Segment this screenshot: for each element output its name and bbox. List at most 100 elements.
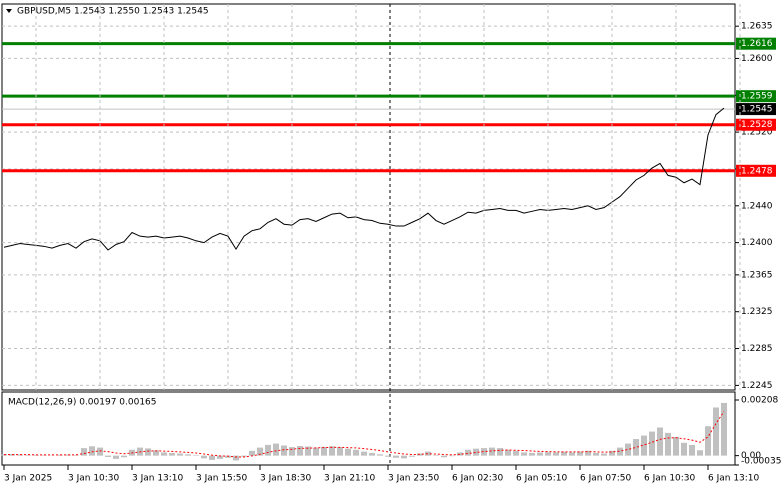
- macd-bar: [161, 452, 167, 456]
- x-tick-label: 6 Jan 07:50: [580, 474, 632, 484]
- price-panel: [1, 3, 736, 391]
- current-price-box: [736, 103, 776, 116]
- x-tick-label: 3 Jan 10:30: [68, 474, 120, 484]
- macd-panel: [1, 391, 736, 466]
- level-label-box: [736, 164, 776, 177]
- macd-bar: [697, 450, 703, 456]
- macd-bar: [513, 450, 519, 456]
- macd-bar: [177, 453, 183, 456]
- macd-bar: [297, 446, 303, 456]
- macd-bar: [561, 451, 567, 456]
- x-tick-label: 3 Jan 13:10: [132, 474, 184, 484]
- macd-bar: [681, 442, 687, 456]
- macd-bar: [601, 453, 607, 456]
- macd-bar: [425, 451, 431, 456]
- y-tick-label: 1.2600: [741, 54, 773, 64]
- y-tick-label: 1.2400: [741, 238, 773, 248]
- macd-bar: [121, 455, 127, 458]
- macd-bar: [153, 450, 159, 456]
- macd-bar: [385, 455, 391, 457]
- macd-bar: [529, 452, 535, 456]
- macd-bar: [81, 448, 87, 456]
- macd-bar: [505, 449, 511, 456]
- macd-bar: [449, 455, 455, 457]
- x-tick-label: 6 Jan 05:10: [516, 474, 568, 484]
- x-tick-label: 3 Jan 21:10: [324, 474, 376, 484]
- macd-bar: [633, 439, 639, 456]
- macd-bar: [17, 454, 23, 456]
- x-tick-label: 3 Jan 2025: [4, 474, 52, 484]
- macd-bar: [401, 455, 407, 459]
- y-tick-label: -0.00035: [741, 457, 781, 467]
- x-tick-label: 3 Jan 18:30: [260, 474, 312, 484]
- macd-bar: [353, 449, 359, 456]
- macd-bar: [433, 455, 439, 456]
- macd-bar: [713, 407, 719, 456]
- chart-title: GBPUSD,M5 1.2543 1.2550 1.2543 1.2545: [17, 7, 209, 17]
- macd-bar: [457, 452, 463, 456]
- macd-bar: [337, 447, 343, 456]
- level-label: 1.2616: [741, 39, 773, 49]
- macd-bar: [545, 452, 551, 456]
- macd-bar: [193, 455, 199, 456]
- level-label-box: [736, 37, 776, 50]
- macd-bar: [97, 447, 103, 456]
- y-tick-label: 0.00: [741, 451, 761, 461]
- x-tick-label: 3 Jan 15:50: [196, 474, 248, 484]
- macd-bar: [105, 455, 111, 457]
- macd-bar: [369, 452, 375, 456]
- macd-bar: [721, 402, 727, 456]
- macd-bar: [305, 446, 311, 456]
- macd-bar: [241, 455, 247, 457]
- x-tick-label: 6 Jan 10:30: [644, 474, 696, 484]
- macd-bar: [73, 455, 79, 456]
- level-label-box: [736, 90, 776, 103]
- macd-bar: [233, 455, 239, 461]
- macd-bar: [289, 447, 295, 456]
- macd-bar: [625, 443, 631, 456]
- macd-bar: [617, 447, 623, 456]
- macd-bar: [89, 446, 95, 456]
- macd-bar: [201, 455, 207, 459]
- signal-line: [4, 411, 725, 458]
- y-tick-label: 1.2520: [741, 128, 773, 138]
- macd-bar: [641, 435, 647, 456]
- y-tick-label: 1.2325: [741, 307, 773, 317]
- y-tick-label: 0.00208: [741, 396, 778, 406]
- macd-bar: [417, 453, 423, 456]
- macd-bar: [569, 452, 575, 456]
- macd-bar: [473, 448, 479, 456]
- macd-bar: [361, 451, 367, 456]
- level-label: 1.2478: [741, 166, 773, 176]
- macd-bar: [41, 455, 47, 456]
- macd-bar: [217, 455, 223, 459]
- macd-bar: [465, 449, 471, 456]
- macd-bar: [313, 447, 319, 456]
- macd-bar: [321, 446, 327, 456]
- macd-bar: [345, 448, 351, 456]
- macd-bar: [673, 436, 679, 456]
- macd-bar: [609, 450, 615, 456]
- macd-bar: [441, 455, 447, 458]
- level-label-box: [736, 118, 776, 131]
- macd-bar: [185, 454, 191, 456]
- macd-bar: [657, 427, 663, 456]
- macd-bar: [329, 446, 335, 456]
- macd-bar: [585, 450, 591, 456]
- macd-bar: [481, 448, 487, 456]
- macd-bar: [489, 447, 495, 456]
- macd-bar: [665, 432, 671, 456]
- macd-bar: [521, 452, 527, 456]
- macd-bar: [537, 452, 543, 456]
- macd-bar: [593, 452, 599, 456]
- macd-bar: [113, 455, 119, 459]
- macd-bar: [281, 445, 287, 456]
- level-label: 1.2528: [741, 120, 773, 130]
- y-tick-label: 1.2285: [741, 344, 773, 354]
- macd-bar: [249, 450, 255, 456]
- x-tick-label: 6 Jan 13:10: [708, 474, 760, 484]
- macd-bar: [265, 444, 271, 456]
- current-price-label: 1.2545: [741, 105, 773, 115]
